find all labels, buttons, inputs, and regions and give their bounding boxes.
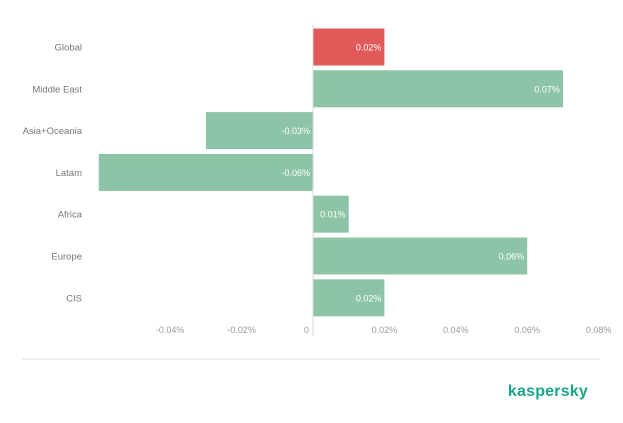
category-labels: Global Middle East Asia+Oceania Latam Africa… bbox=[23, 43, 83, 305]
bar-europe bbox=[313, 237, 528, 275]
data-label-cis: 0.02% bbox=[356, 293, 382, 303]
x-tick-label: -0.02% bbox=[227, 325, 256, 335]
x-tick-label: 0.02% bbox=[372, 325, 398, 335]
x-tick-label: -0.04% bbox=[156, 325, 185, 335]
bars-group bbox=[98, 28, 563, 317]
x-tick-label: 0.06% bbox=[514, 325, 540, 335]
bar-cis bbox=[313, 279, 385, 317]
bar-africa bbox=[313, 195, 349, 233]
category-label-africa: Africa bbox=[58, 210, 83, 221]
bar-latam bbox=[98, 153, 313, 191]
data-label-africa: 0.01% bbox=[320, 210, 346, 220]
data-label-asia-oceania: -0.03% bbox=[281, 126, 310, 136]
category-label-global: Global bbox=[55, 43, 82, 54]
bar-asia-oceania bbox=[205, 112, 313, 150]
x-axis-tick-labels: -0.04% -0.02% 0 0.02% 0.04% 0.06% 0.08% bbox=[156, 325, 611, 335]
data-label-global: 0.02% bbox=[356, 43, 382, 53]
data-label-latam: -0.06% bbox=[281, 168, 310, 178]
data-labels: 0.02% 0.07% -0.03% -0.06% 0.01% 0.06% 0.02% bbox=[281, 43, 559, 304]
kaspersky-logo: kaspersky bbox=[508, 383, 588, 400]
data-label-europe: 0.06% bbox=[499, 252, 525, 262]
category-label-cis: CIS bbox=[66, 293, 82, 304]
category-label-latam: Latam bbox=[56, 168, 82, 179]
bar-global bbox=[313, 28, 385, 66]
bar-middle-east bbox=[313, 70, 563, 108]
x-tick-label: 0 bbox=[304, 325, 309, 335]
category-label-middle-east: Middle East bbox=[32, 84, 82, 95]
category-label-asia-oceania: Asia+Oceania bbox=[23, 126, 83, 137]
data-label-middle-east: 0.07% bbox=[534, 84, 560, 94]
x-tick-label: 0.04% bbox=[443, 325, 469, 335]
category-label-europe: Europe bbox=[51, 252, 82, 263]
x-tick-label: 0.08% bbox=[586, 325, 612, 335]
